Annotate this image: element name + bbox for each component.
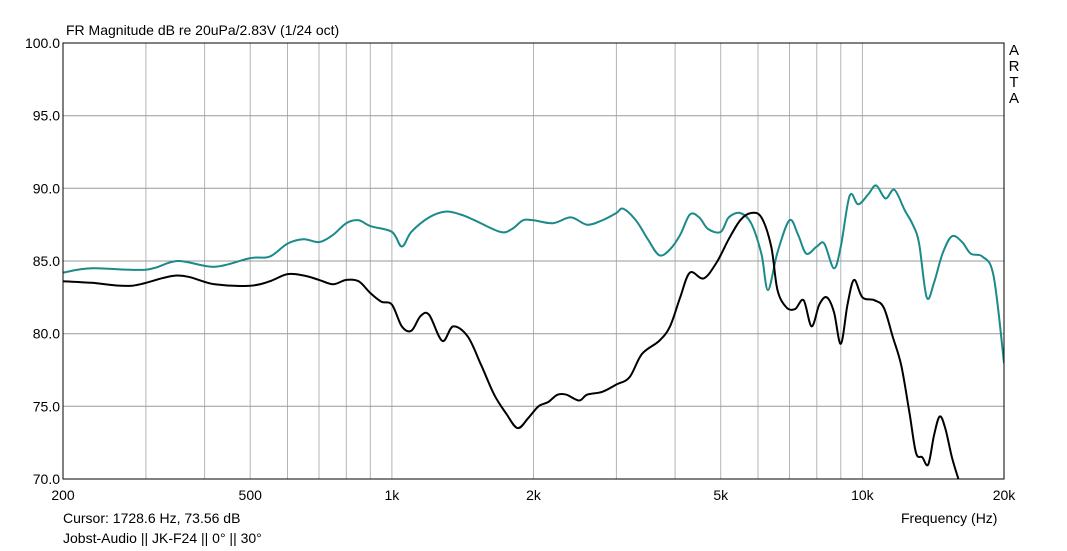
brand-letter: R [1008,58,1020,75]
y-tick-label: 100.0 [25,35,60,51]
x-tick-label: 20k [993,487,1017,503]
y-tick-label: 95.0 [33,108,60,124]
y-tick-labels: 70.0 75.0 80.0 85.0 90.0 95.0 100.0 [25,35,60,487]
y-tick-label: 75.0 [33,398,60,414]
x-tick-label: 1k [384,487,400,503]
y-tick-label: 90.0 [33,180,60,196]
chart-title: FR Magnitude dB re 20uPa/2.83V (1/24 oct… [66,22,340,38]
cursor-readout: Cursor: 1728.6 Hz, 73.56 dB [63,510,241,526]
x-axis-label: Frequency (Hz) [901,510,998,526]
x-tick-label: 5k [713,487,729,503]
brand-letter: T [1009,74,1019,91]
response-curve-0deg [63,184,1004,364]
curves [63,184,1004,479]
y-tick-label: 80.0 [33,326,60,342]
brand-letter: A [1008,42,1019,59]
x-tick-label: 500 [239,487,263,503]
x-tick-label: 2k [526,487,542,503]
x-tick-labels: 200 500 1k 2k 5k 10k 20k [51,487,1016,503]
response-curve-30deg [63,211,960,479]
x-tick-label: 200 [51,487,75,503]
y-tick-label: 70.0 [33,471,60,487]
x-tick-label: 10k [851,487,875,503]
measurement-info: Jobst-Audio || JK-F24 || 0° || 30° [63,530,262,546]
plot-frame [62,42,1005,480]
grid [63,43,1004,479]
y-tick-label: 85.0 [33,253,60,269]
brand-letter: A [1008,90,1019,107]
arta-logo: A R T A [1007,43,1021,107]
